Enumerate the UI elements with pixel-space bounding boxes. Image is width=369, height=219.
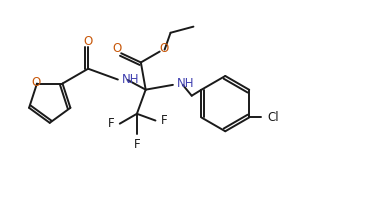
Text: O: O: [113, 42, 122, 55]
Text: O: O: [159, 42, 168, 55]
Text: NH: NH: [177, 77, 194, 90]
Text: F: F: [161, 114, 167, 127]
Text: F: F: [134, 138, 140, 152]
Text: O: O: [83, 35, 93, 48]
Text: Cl: Cl: [267, 111, 279, 124]
Text: F: F: [108, 117, 115, 130]
Text: NH: NH: [122, 73, 139, 86]
Text: O: O: [31, 76, 41, 89]
